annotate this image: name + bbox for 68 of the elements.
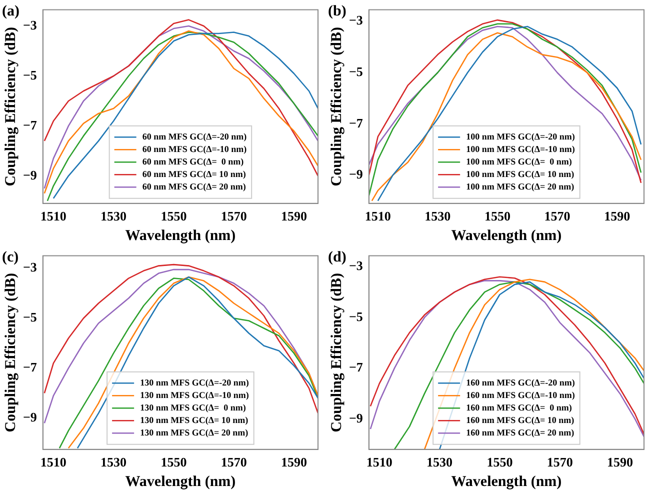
legend-label: 60 nm MFS GC(Δ= 20 nm) [142, 181, 246, 192]
y-tick-label: −7 [348, 360, 364, 375]
y-tick-label: −3 [348, 12, 364, 28]
legend-label: 160 nm MFS GC(Δ= 0 nm) [466, 402, 572, 412]
y-tick-label: −9 [22, 167, 38, 182]
x-axis-title: Wavelength (nm) [451, 228, 562, 244]
x-tick-label: 1590 [280, 454, 307, 470]
x-tick-label: 1590 [280, 208, 307, 224]
x-tick-label: 1570 [220, 454, 247, 470]
x-tick-label: 1510 [364, 208, 391, 224]
x-tick-label: 1570 [546, 454, 573, 470]
x-tick-label: 1530 [426, 454, 453, 470]
legend-label: 100 nm MFS GC(Δ=-20 nm) [466, 131, 575, 142]
legend-label: 160 nm MFS GC(Δ=-20 nm) [466, 377, 575, 388]
legend-label: 130 nm MFS GC(Δ= 20 nm) [140, 427, 248, 438]
x-tick-label: 1510 [40, 454, 66, 470]
legend-label: 100 nm MFS GC(Δ= 20 nm) [466, 181, 574, 192]
y-tick-label: −3 [22, 260, 38, 275]
legend-label: 130 nm MFS GC(Δ=-20 nm) [140, 377, 249, 388]
legend-label: 60 nm MFS GC(Δ= 0 nm) [142, 156, 244, 166]
y-tick-label: −5 [348, 64, 364, 79]
x-tick-label: 1590 [604, 208, 630, 224]
y-tick-label: −7 [22, 117, 38, 132]
legend-label: 130 nm MFS GC(Δ=-10 nm) [140, 390, 249, 400]
y-axis-title: Coupling Efficiency (dB) [328, 273, 345, 432]
y-tick-label: −7 [348, 115, 364, 130]
y-tick-label: −9 [348, 410, 364, 426]
x-axis-title: Wavelength (nm) [125, 474, 236, 490]
x-tick-label: 1570 [544, 208, 570, 224]
y-axis-title: Coupling Efficiency (dB) [2, 273, 19, 432]
y-tick-label: −5 [348, 308, 364, 324]
legend-label: 60 nm MFS GC(Δ=-20 nm) [142, 131, 247, 142]
legend-label: 100 nm MFS GC(Δ= 0 nm) [466, 156, 572, 166]
chart-title: (a) [2, 3, 20, 20]
y-tick-label: −5 [22, 67, 38, 82]
legend-label: 60 nm MFS GC(Δ=-10 nm) [142, 144, 247, 154]
legend-label: 160 nm MFS GC(Δ=-10 nm) [466, 390, 575, 400]
chart-title: (b) [328, 3, 346, 20]
y-axis-title: Coupling Efficiency (dB) [2, 27, 19, 186]
y-tick-label: −3 [22, 17, 38, 32]
y-tick-label: −9 [22, 410, 38, 425]
y-axis-title: Coupling Efficiency (dB) [328, 27, 345, 186]
x-axis-title: Wavelength (nm) [125, 228, 236, 244]
x-tick-label: 1590 [606, 454, 633, 470]
x-tick-label: 1510 [366, 454, 392, 470]
chart-title: (c) [2, 249, 19, 266]
y-tick-label: −9 [348, 166, 364, 182]
x-tick-label: 1550 [484, 208, 510, 224]
y-tick-label: −5 [22, 310, 38, 325]
legend-label: 60 nm MFS GC(Δ= 10 nm) [142, 168, 246, 179]
legend-label: 100 nm MFS GC(Δ= 10 nm) [466, 168, 574, 179]
x-tick-label: 1550 [486, 454, 513, 470]
x-tick-label: 1530 [100, 208, 127, 224]
x-tick-label: 1530 [424, 208, 451, 224]
legend-label: 130 nm MFS GC(Δ= 0 nm) [140, 402, 246, 412]
legend-label: 160 nm MFS GC(Δ= 20 nm) [466, 427, 574, 438]
x-tick-label: 1550 [160, 454, 187, 470]
y-tick-label: −7 [22, 360, 38, 375]
x-tick-label: 1530 [100, 454, 127, 470]
legend-label: 160 nm MFS GC(Δ= 10 nm) [466, 414, 574, 425]
chart-title: (d) [328, 249, 346, 266]
x-tick-label: 1510 [40, 208, 66, 224]
legend-label: 100 nm MFS GC(Δ=-10 nm) [466, 144, 575, 154]
x-axis-title: Wavelength (nm) [451, 474, 562, 490]
y-tick-label: −3 [348, 258, 364, 274]
x-tick-label: 1570 [220, 208, 247, 224]
legend-label: 130 nm MFS GC(Δ= 10 nm) [140, 414, 248, 425]
x-tick-label: 1550 [160, 208, 187, 224]
